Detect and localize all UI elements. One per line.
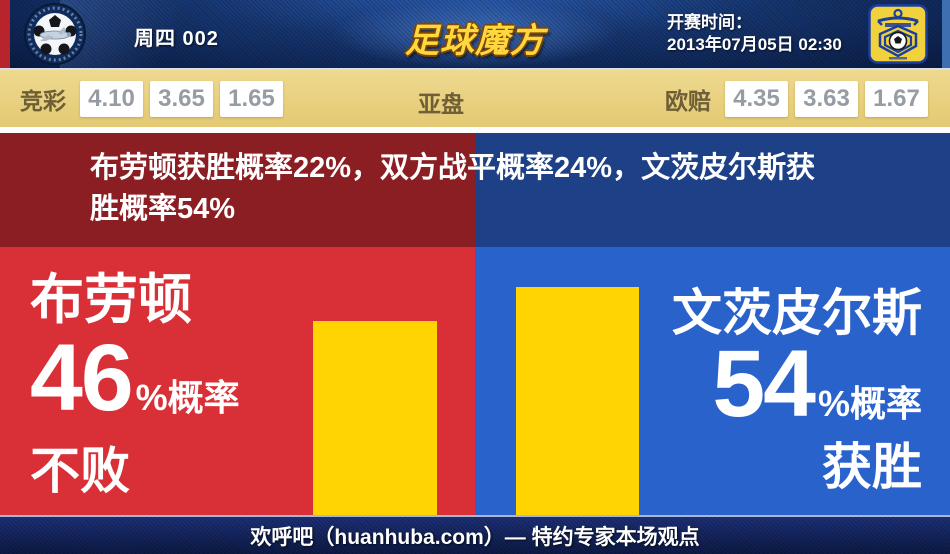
header-right-accent [942, 0, 950, 68]
footer-text: 欢呼吧（huanhuba.com）— 特约专家本场观点 [250, 525, 700, 549]
home-probability-value: 46 [30, 325, 134, 431]
kickoff-time: 2013年07月05日 02:30 [667, 35, 842, 54]
oupei-odds-group: 欧赔 4.35 3.63 1.67 [665, 70, 928, 127]
away-probability-bar [516, 287, 639, 515]
site-logo: 足球魔方 [405, 22, 545, 60]
header-light-streak [60, 0, 320, 68]
oupei-label: 欧赔 [665, 87, 711, 114]
probability-summary-text: 布劳顿获胜概率22%，双方战平概率24%，文茨皮尔斯获 胜概率54% [90, 148, 815, 230]
away-probability-value: 54 [712, 331, 816, 437]
away-probability: 54 %概率 [712, 337, 922, 432]
match-number-label: 周四 002 [134, 28, 219, 50]
home-probability-suffix: %概率 [135, 377, 240, 418]
home-outcome-label: 不败 [30, 443, 130, 499]
jingcai-label: 竞彩 [20, 87, 66, 114]
summary-red-background [0, 133, 475, 247]
jingcai-odd-home: 4.10 [80, 80, 143, 117]
home-probability: 46 %概率 [30, 331, 240, 426]
home-team-name: 布劳顿 [30, 270, 192, 330]
summary-line-2: 胜概率54% [90, 193, 236, 225]
yapan-label: 亚盘 [418, 91, 464, 117]
footer-bar: 欢呼吧（huanhuba.com）— 特约专家本场观点 [0, 515, 950, 554]
home-probability-bar [313, 321, 437, 515]
away-team-logo-icon [868, 4, 928, 64]
jingcai-odd-draw: 3.65 [150, 80, 213, 117]
jingcai-odd-away: 1.65 [220, 80, 283, 117]
home-team-logo-icon [24, 3, 86, 65]
away-probability-suffix: %概率 [817, 383, 922, 424]
away-team-name: 文茨皮尔斯 [672, 285, 922, 341]
kickoff-label: 开赛时间： [667, 13, 752, 32]
odds-bar: 竞彩 4.10 3.65 1.65 亚盘 欧赔 4.35 3.63 1.67 [0, 70, 950, 127]
summary-line-1: 布劳顿获胜概率22%，双方战平概率24%，文茨皮尔斯获 [90, 152, 816, 184]
oupei-odd-home: 4.35 [725, 80, 788, 117]
probability-summary-strip: 布劳顿获胜概率22%，双方战平概率24%，文茨皮尔斯获 胜概率54% [0, 133, 950, 247]
oupei-odd-draw: 3.63 [795, 80, 858, 117]
away-outcome-label: 获胜 [822, 439, 922, 495]
oupei-odd-away: 1.67 [865, 80, 928, 117]
jingcai-odds-group: 竞彩 4.10 3.65 1.65 [20, 70, 283, 127]
site-logo-glow [330, 0, 620, 68]
header-bar: 周四 002 足球魔方 开赛时间： 2013年07月05日 02:30 [0, 0, 950, 68]
prediction-panel: 布劳顿 46 %概率 不败 文茨皮尔斯 54 %概率 获胜 [0, 247, 950, 515]
header-divider [0, 68, 950, 70]
summary-blue-background [475, 133, 950, 247]
header-left-accent [0, 0, 10, 68]
kickoff-time-block: 开赛时间： 2013年07月05日 02:30 [667, 12, 842, 56]
